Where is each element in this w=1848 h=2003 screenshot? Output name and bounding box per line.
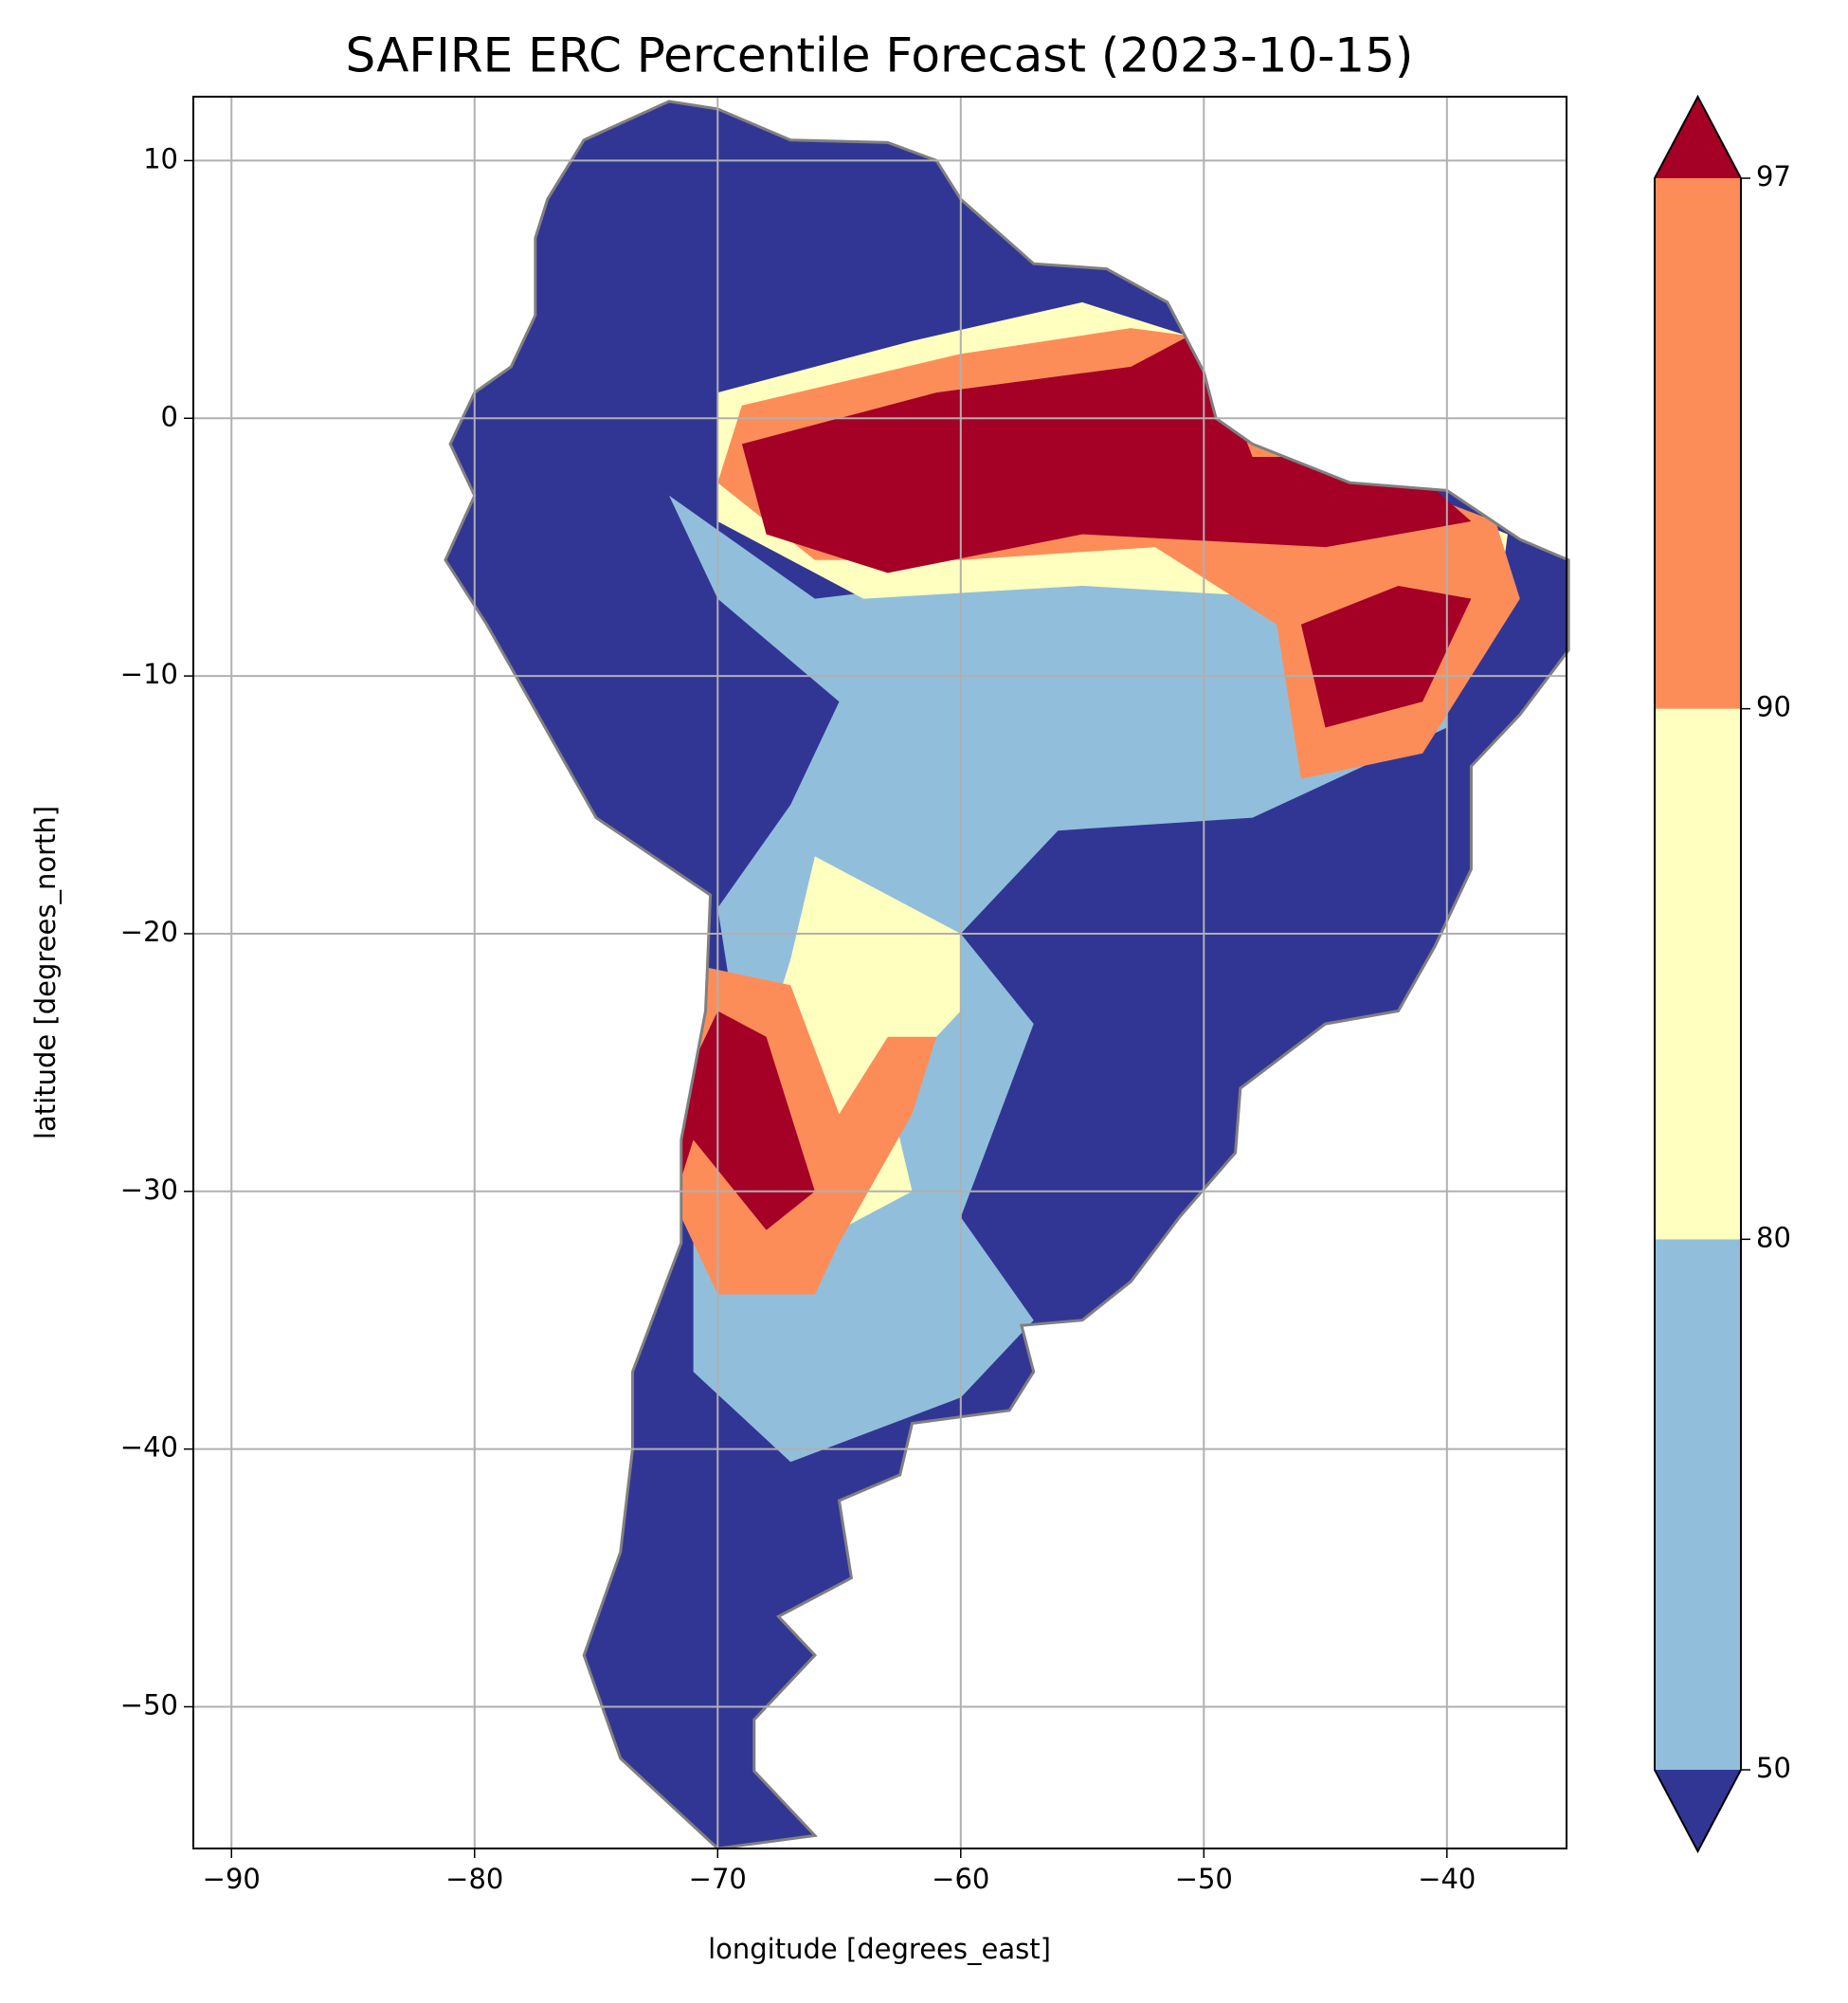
colorbar-tick-label: 97 xyxy=(1756,160,1791,192)
y-tick-label: −20 xyxy=(120,916,178,948)
plot-frame xyxy=(192,96,1567,1849)
x-tick-label: −70 xyxy=(689,1863,747,1895)
x-tick-label: −80 xyxy=(445,1863,503,1895)
y-tick-label: −30 xyxy=(120,1174,178,1206)
colorbar-tick-label: 80 xyxy=(1756,1221,1791,1253)
map-region xyxy=(741,328,1472,574)
colorbar-extend-min xyxy=(1655,1770,1741,1851)
colorbar-extend-max xyxy=(1655,97,1741,178)
map-region xyxy=(669,495,1447,1463)
x-tick-label: −40 xyxy=(1418,1863,1476,1895)
x-tick-label: −50 xyxy=(1175,1863,1233,1895)
x-tick-label: −90 xyxy=(203,1863,261,1895)
map-region xyxy=(669,1011,815,1230)
y-tick-label: 10 xyxy=(143,142,178,174)
x-axis-label: longitude [degrees_east] xyxy=(708,1933,1051,1965)
y-tick-label: −10 xyxy=(120,658,178,690)
colorbar-segment xyxy=(1655,178,1741,709)
y-axis-label: latitude [degrees_north] xyxy=(29,806,62,1139)
colorbar-tick-label: 90 xyxy=(1756,691,1791,723)
colorbar-tick-label: 50 xyxy=(1756,1752,1791,1784)
x-tick-label: −60 xyxy=(932,1863,989,1895)
y-tick-label: −50 xyxy=(120,1688,178,1721)
map-region xyxy=(1300,586,1472,728)
coastline xyxy=(444,100,1570,1850)
map-field xyxy=(445,100,1569,1848)
y-tick-label: −40 xyxy=(120,1431,178,1464)
colorbar-segment xyxy=(1655,708,1741,1240)
colorbar-segment xyxy=(1655,1239,1741,1770)
chart-title: SAFIRE ERC Percentile Forecast (2023-10-… xyxy=(346,28,1414,83)
y-tick-label: 0 xyxy=(161,400,178,432)
